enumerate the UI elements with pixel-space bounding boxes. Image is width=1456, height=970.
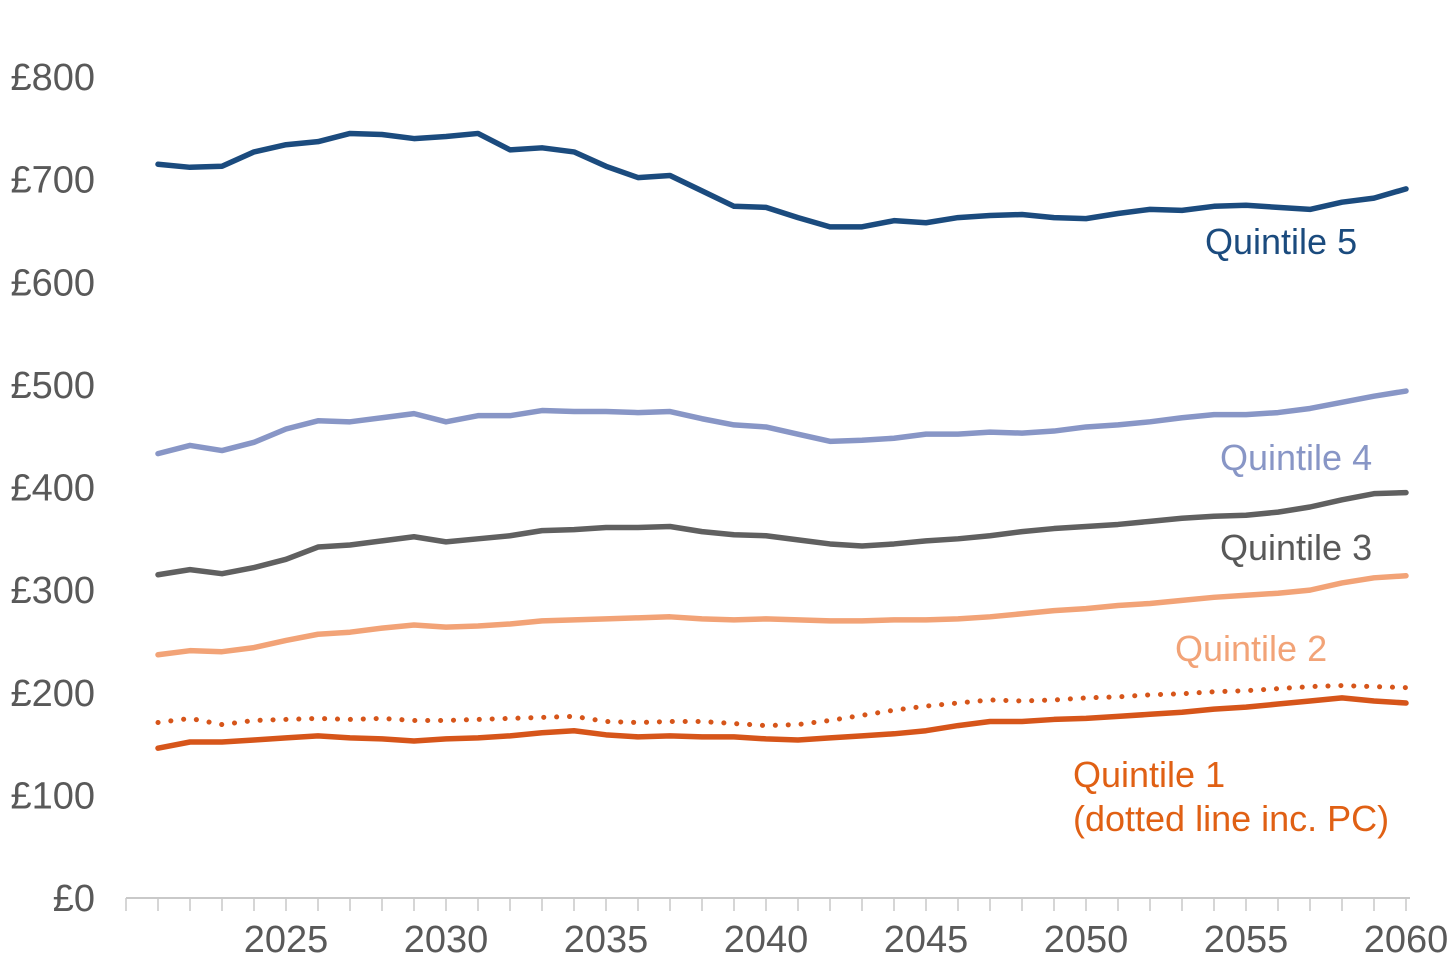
series-label-quintile-4: Quintile 4	[1220, 437, 1372, 478]
series-label-quintile-5: Quintile 5	[1205, 221, 1357, 262]
x-tick-label: 2030	[404, 919, 489, 961]
y-tick-label: £500	[10, 365, 95, 407]
x-tick-label: 2055	[1204, 919, 1289, 961]
x-tick-label: 2045	[884, 919, 969, 961]
y-tick-label: £600	[10, 262, 95, 304]
y-tick-label: £700	[10, 160, 95, 202]
y-tick-label: £0	[53, 878, 95, 920]
axes-layer: 2025 2030 2035 2040 2045 2050 2055 2060 £0 £100 £2…	[10, 57, 1448, 961]
series-label-quintile-2: Quintile 2	[1175, 628, 1327, 669]
x-tick-label: 2060	[1364, 919, 1449, 961]
y-tick-label: £800	[10, 57, 95, 99]
x-tick-label: 2040	[724, 919, 809, 961]
series-label-quintile-3: Quintile 3	[1220, 527, 1372, 568]
y-tick-label: £200	[10, 673, 95, 715]
x-tick-label: 2035	[564, 919, 649, 961]
x-tick-label: 2025	[244, 919, 329, 961]
series-label-quintile-1-line1: Quintile 1	[1073, 754, 1225, 795]
series-line-quintile-2	[155, 573, 1409, 658]
series-label-quintile-1-line2: (dotted line inc. PC)	[1073, 798, 1389, 839]
series-line-quintile-4	[155, 388, 1409, 457]
series-line-quintile-3	[155, 489, 1409, 578]
series-line-quintile-1-inc-pc-	[155, 683, 1409, 729]
series-line-quintile-5	[155, 130, 1409, 230]
y-tick-label: £300	[10, 570, 95, 612]
y-tick-label: £100	[10, 775, 95, 817]
lines-layer	[155, 130, 1409, 751]
y-tick-label: £400	[10, 468, 95, 510]
x-tick-label: 2050	[1044, 919, 1129, 961]
series-line-quintile-1	[155, 695, 1409, 751]
